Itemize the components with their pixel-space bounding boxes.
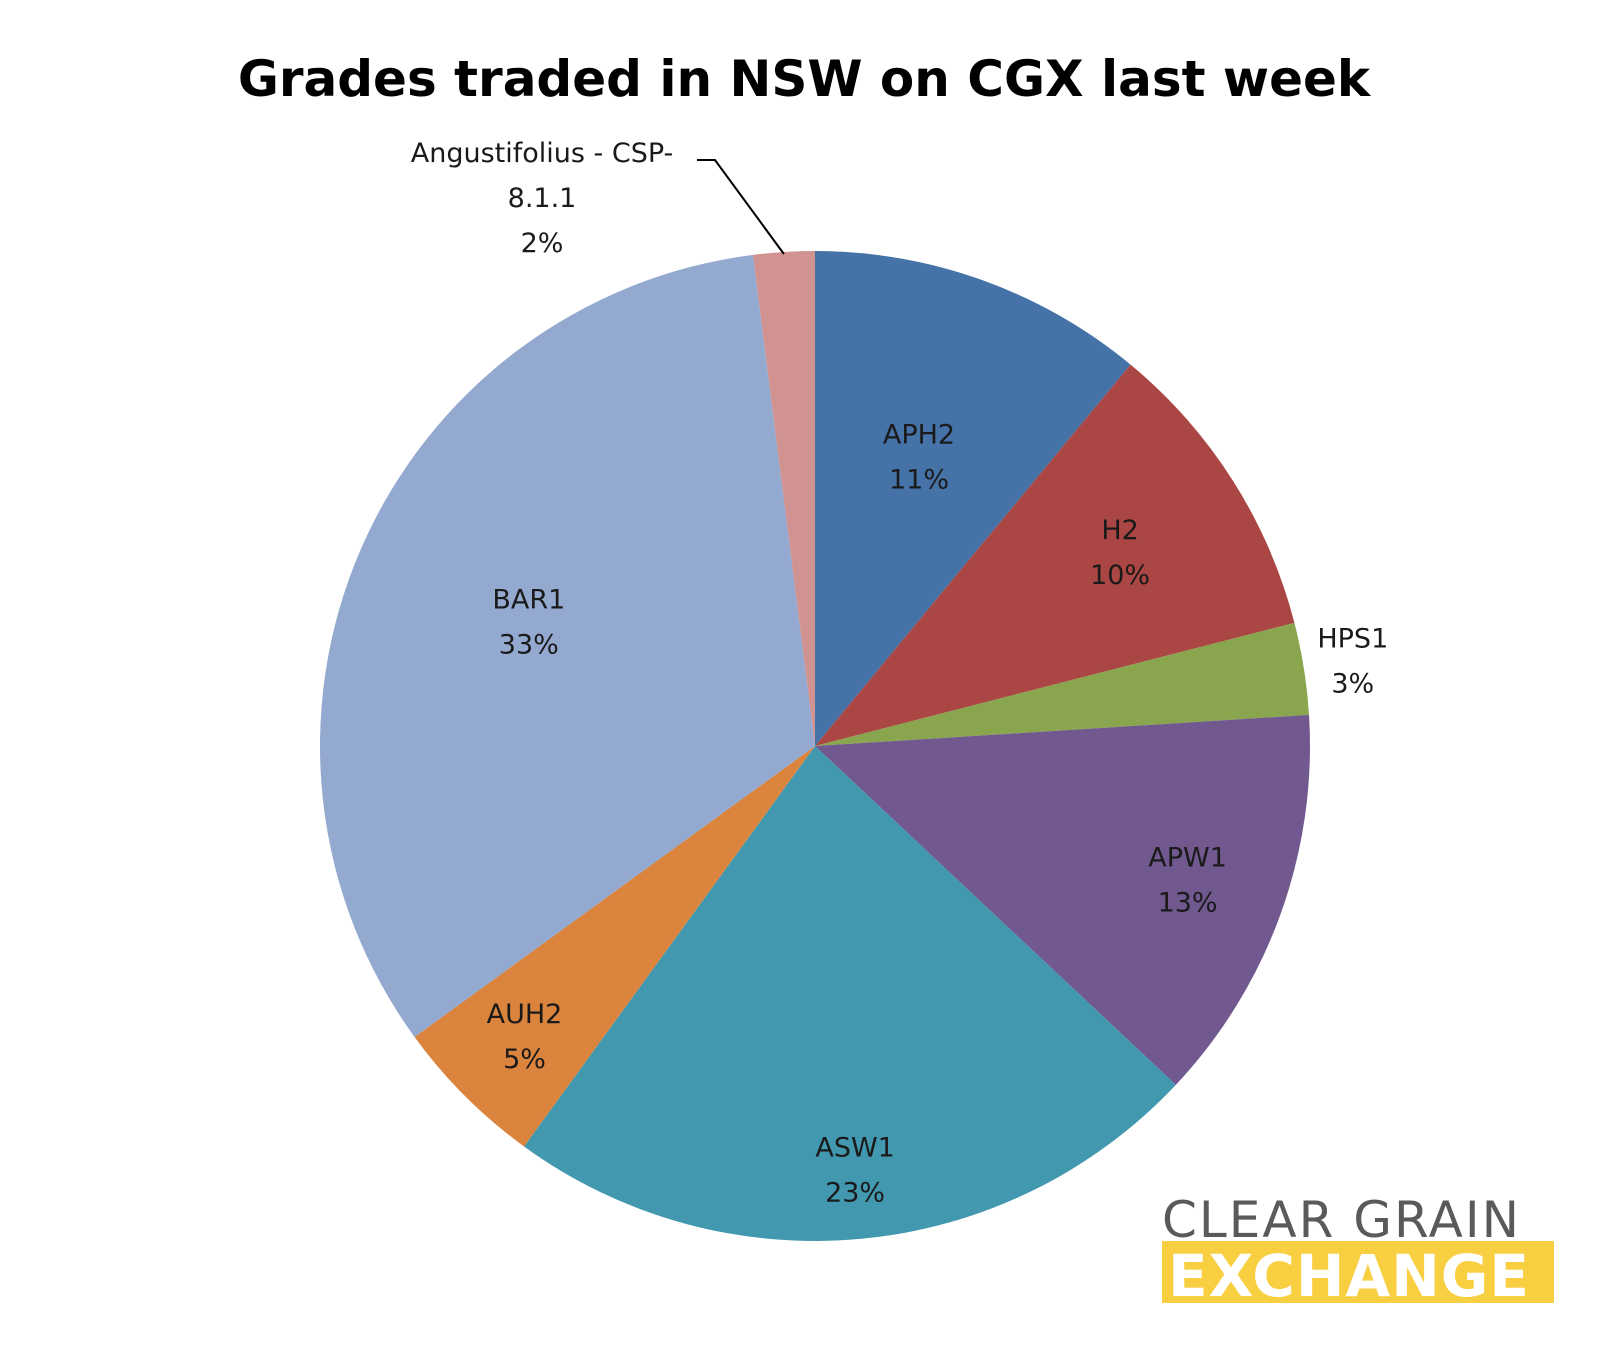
slice-labels: APH2 11%H2 10%HPS1 3%APW1 13%ASW1 23%AUH2 5%BA… (411, 138, 1389, 1208)
slice-label: AUH2 5% (487, 999, 563, 1075)
slice-percent-label: 3% (1331, 668, 1374, 699)
pie-slice-hps1 (815, 622, 1310, 746)
slice-name-label: HPS1 (1317, 623, 1388, 654)
slice-label: HPS1 3% (1317, 623, 1388, 699)
pie-slice-auh2 (414, 746, 815, 1147)
slice-label: H2 10% (1090, 515, 1150, 591)
slice-name-label: ASW1 (815, 1132, 894, 1163)
slice-label: APH2 11% (883, 420, 955, 496)
slice-percent-label: 33% (499, 630, 559, 661)
slice-name-label: BAR1 (492, 585, 565, 616)
slice-name-label: APW1 (1148, 843, 1227, 874)
pie-slice-angustifolius-csp-8-1-1 (752, 250, 815, 746)
logo-accent-band (1162, 1241, 1554, 1303)
pie-slices (320, 250, 1310, 1241)
pie-slice-apw1 (815, 714, 1310, 1085)
pie-slice-h2 (815, 364, 1295, 746)
slice-label: APW1 13% (1148, 843, 1227, 919)
leader-line (697, 159, 785, 255)
pie-slice-aph2 (815, 251, 1131, 746)
logo-line2: EXCHANGE (1168, 1242, 1530, 1310)
slice-name-label: H2 (1101, 515, 1138, 546)
slice-label: Angustifolius - CSP- 8.1.1 2% (411, 138, 674, 259)
slice-percent-label: 23% (825, 1177, 885, 1208)
chart-title: Grades traded in NSW on CGX last week (238, 50, 1372, 108)
slice-name-label: APH2 (883, 420, 955, 451)
slice-percent-label: 5% (503, 1044, 546, 1075)
logo-line1: CLEAR GRAIN (1162, 1191, 1521, 1249)
leader-lines (697, 159, 785, 255)
slice-percent-label: 11% (889, 465, 949, 496)
pie-slice-bar1 (320, 254, 815, 1037)
slice-name-label: 8.1.1 (508, 183, 577, 214)
slice-percent-label: 10% (1090, 560, 1150, 591)
slice-name-label: AUH2 (487, 999, 563, 1030)
slice-percent-label: 2% (521, 228, 564, 259)
clear-grain-exchange-logo: CLEAR GRAIN EXCHANGE (1162, 1191, 1554, 1310)
slice-name-label: Angustifolius - CSP- (411, 138, 674, 169)
pie-slice-asw1 (524, 746, 1176, 1241)
slice-percent-label: 13% (1158, 888, 1218, 919)
slice-label: BAR1 33% (492, 585, 565, 661)
slice-label: ASW1 23% (815, 1132, 894, 1208)
